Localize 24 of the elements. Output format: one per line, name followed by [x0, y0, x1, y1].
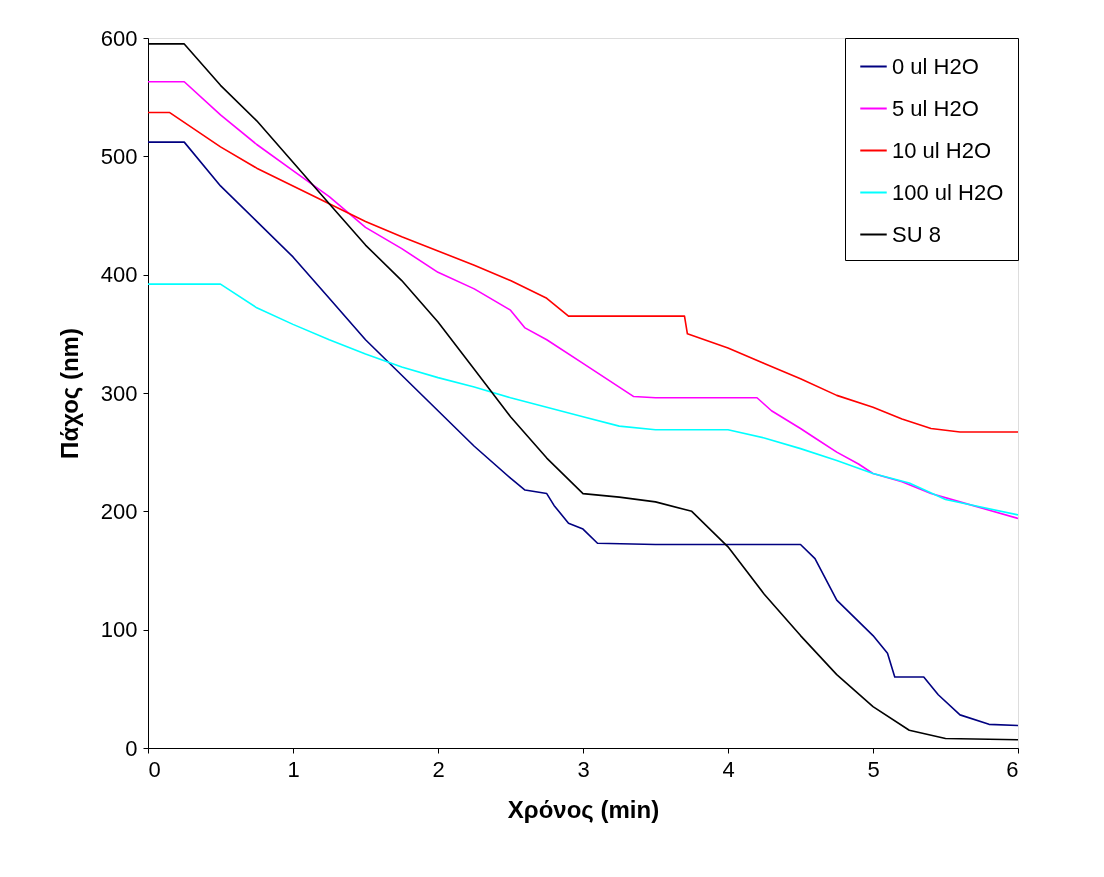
x-tick-label: 1	[287, 756, 300, 782]
x-tick-label: 3	[577, 756, 590, 782]
legend-label: 10 ul H2O	[892, 137, 992, 163]
y-tick-label: 200	[100, 498, 138, 524]
y-tick-label: 400	[100, 262, 138, 288]
legend-label: 5 ul H2O	[892, 95, 979, 121]
y-tick-label: 500	[100, 143, 138, 169]
x-tick-label: 4	[722, 756, 735, 782]
x-tick-label: 5	[867, 756, 880, 782]
x-tick-label: 6	[1006, 756, 1019, 782]
line-series	[147, 283, 1019, 516]
line-series	[147, 141, 1019, 727]
x-axis-title: Χρόνος (min)	[507, 795, 660, 823]
y-tick-label: 600	[100, 25, 138, 51]
legend-label: SU 8	[892, 221, 941, 247]
x-tick-label: 2	[432, 756, 445, 782]
x-tick-label: 0	[148, 756, 161, 782]
y-tick-label: 300	[100, 380, 138, 406]
y-tick-label: 0	[125, 735, 138, 761]
legend-label: 0 ul H2O	[892, 53, 979, 79]
legend-label: 100 ul H2O	[892, 179, 1004, 205]
line-series	[147, 80, 1019, 520]
y-axis-title: Πάχος (nm)	[55, 328, 83, 459]
y-tick-label: 100	[100, 617, 138, 643]
